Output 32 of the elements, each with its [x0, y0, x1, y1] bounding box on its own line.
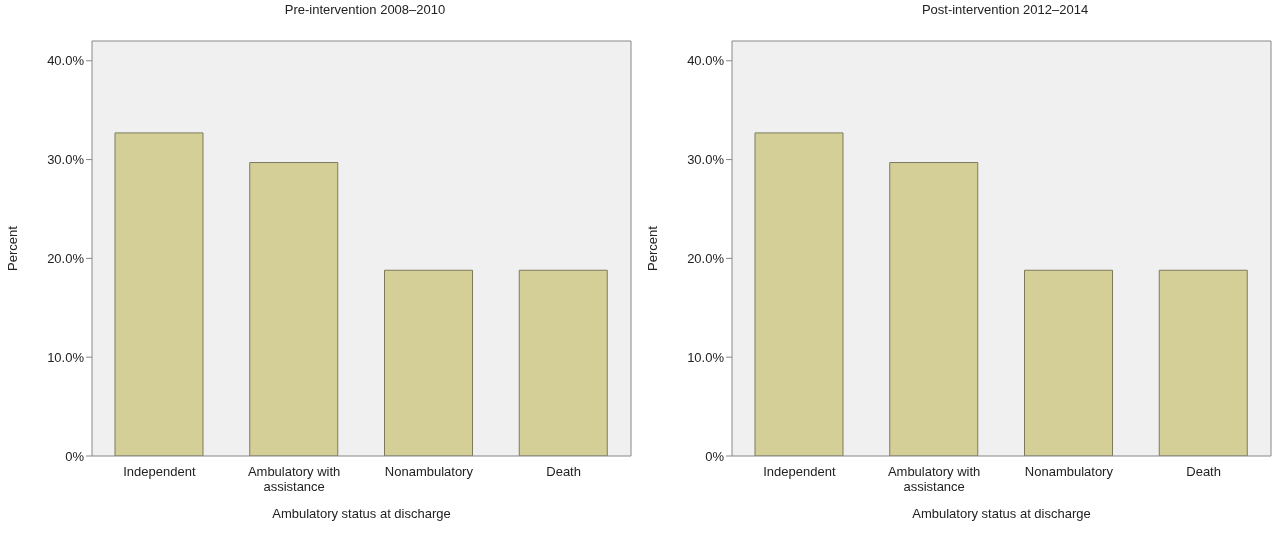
y-tick-label: 0% [65, 448, 85, 464]
x-tick-label: Death [1186, 464, 1221, 479]
x-tick-label: Independent [123, 464, 196, 479]
y-tick-label: 10.0% [687, 349, 725, 365]
bar [518, 269, 608, 456]
bar [114, 132, 204, 456]
y-tick-label: 0% [705, 448, 725, 464]
bar [889, 162, 979, 456]
x-tick-label: Death [546, 464, 581, 479]
y-tick-label: 40.0% [687, 53, 725, 69]
x-tick-label: Nonambulatory [1024, 464, 1114, 479]
bar [384, 269, 473, 456]
chart-title: Pre-intervention 2008–2010 [283, 2, 447, 17]
y-tick-label: 20.0% [47, 251, 85, 266]
y-axis-title: Percent [644, 225, 660, 271]
chart-title: Post-intervention 2012–2014 [920, 2, 1090, 17]
bar [1024, 269, 1113, 456]
x-axis-title: Ambulatory status at discharge [272, 506, 451, 521]
x-tick-label: Ambulatory with assistance [887, 464, 981, 494]
y-tick-label: 40.0% [47, 53, 85, 69]
bar [1158, 269, 1248, 456]
x-tick-label: Independent [763, 464, 836, 479]
x-tick-label: Nonambulatory [384, 464, 474, 479]
y-axis-title: Percent [4, 225, 20, 271]
y-tick-label: 10.0% [47, 349, 85, 365]
bar [249, 162, 339, 456]
x-tick-label: Ambulatory with assistance [247, 464, 341, 494]
bar [754, 132, 844, 456]
y-tick-label: 30.0% [687, 152, 725, 168]
y-tick-label: 20.0% [687, 251, 725, 266]
x-axis-title: Ambulatory status at discharge [912, 506, 1091, 521]
y-tick-label: 30.0% [47, 152, 85, 168]
